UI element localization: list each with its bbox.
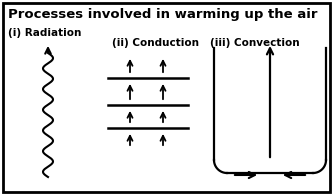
Text: Processes involved in warming up the air: Processes involved in warming up the air	[8, 8, 317, 21]
Text: (i) Radiation: (i) Radiation	[8, 28, 81, 38]
Text: (iii) Convection: (iii) Convection	[210, 38, 300, 48]
Text: (ii) Conduction: (ii) Conduction	[112, 38, 199, 48]
